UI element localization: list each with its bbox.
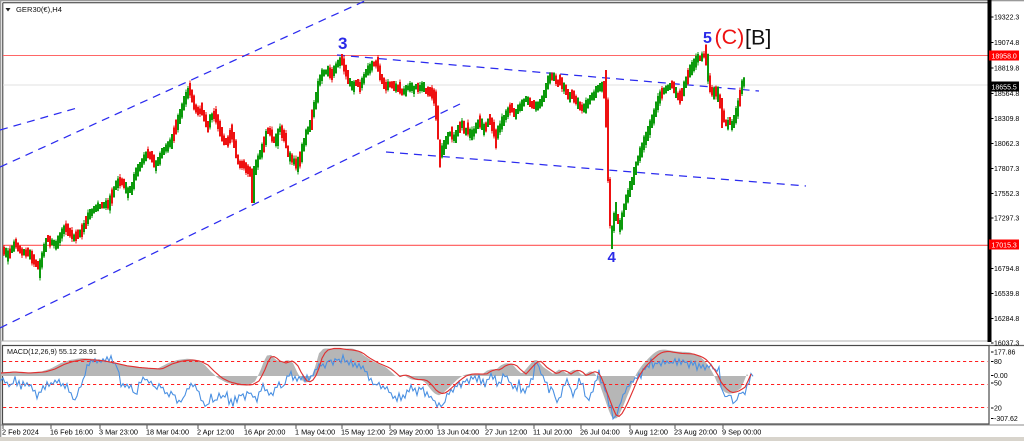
- svg-text:16539.8: 16539.8: [994, 291, 1019, 298]
- svg-text:23 Aug 20:00: 23 Aug 20:00: [674, 428, 717, 437]
- svg-text:17297.3: 17297.3: [994, 216, 1019, 223]
- svg-text:11 Jul 20:00: 11 Jul 20:00: [533, 428, 572, 437]
- svg-text:9 Aug 12:00: 9 Aug 12:00: [629, 428, 668, 437]
- svg-text:29 May 20:00: 29 May 20:00: [389, 428, 433, 437]
- svg-text:18655.5: 18655.5: [992, 85, 1017, 92]
- svg-text:-307.62: -307.62: [994, 416, 1018, 423]
- svg-text:MACD(12,26,9) 55.12 28.91: MACD(12,26,9) 55.12 28.91: [7, 347, 97, 356]
- svg-text:2 Apr 12:00: 2 Apr 12:00: [197, 428, 234, 437]
- svg-text:18564.8: 18564.8: [994, 91, 1019, 98]
- svg-text:18 Mar 04:00: 18 Mar 04:00: [146, 428, 189, 437]
- svg-text:16794.8: 16794.8: [994, 266, 1019, 273]
- svg-text:13 Jun 04:00: 13 Jun 04:00: [437, 428, 479, 437]
- svg-text:4: 4: [608, 249, 617, 266]
- svg-text:2 Feb 2024: 2 Feb 2024: [2, 428, 39, 437]
- svg-text:80: 80: [994, 359, 1002, 366]
- svg-text:0.00: 0.00: [994, 373, 1008, 380]
- svg-text:18309.8: 18309.8: [994, 116, 1019, 123]
- svg-text:(C): (C): [715, 25, 745, 49]
- svg-text:27 Jun 12:00: 27 Jun 12:00: [485, 428, 527, 437]
- svg-text:18819.8: 18819.8: [994, 66, 1019, 73]
- svg-text:18958.0: 18958.0: [992, 54, 1017, 61]
- svg-text:18062.3: 18062.3: [994, 141, 1019, 148]
- svg-text:3: 3: [338, 34, 347, 53]
- svg-text:17015.3: 17015.3: [992, 243, 1017, 250]
- svg-text:GER30(€),H4: GER30(€),H4: [16, 5, 62, 14]
- svg-text:26 Jul 04:00: 26 Jul 04:00: [580, 428, 620, 437]
- svg-text:1 May 04:00: 1 May 04:00: [295, 428, 335, 437]
- svg-text:16037.3: 16037.3: [994, 341, 1019, 348]
- svg-text:19074.8: 19074.8: [994, 40, 1019, 47]
- svg-text:[B]: [B]: [745, 25, 771, 49]
- svg-text:5: 5: [703, 30, 712, 47]
- svg-text:17552.3: 17552.3: [994, 191, 1019, 198]
- svg-text:9 Sep 00:00: 9 Sep 00:00: [722, 428, 761, 437]
- svg-text:19322.3: 19322.3: [994, 15, 1019, 22]
- svg-text:50: 50: [994, 381, 1002, 388]
- svg-text:20: 20: [994, 406, 1002, 413]
- svg-text:16 Apr 20:00: 16 Apr 20:00: [244, 428, 285, 437]
- svg-text:16 Feb 16:00: 16 Feb 16:00: [50, 428, 93, 437]
- svg-text:16284.8: 16284.8: [994, 316, 1019, 323]
- svg-text:3 Mar 23:00: 3 Mar 23:00: [99, 428, 138, 437]
- svg-text:15 May 12:00: 15 May 12:00: [341, 428, 385, 437]
- svg-text:17807.3: 17807.3: [994, 166, 1019, 173]
- svg-text:177.86: 177.86: [994, 350, 1016, 357]
